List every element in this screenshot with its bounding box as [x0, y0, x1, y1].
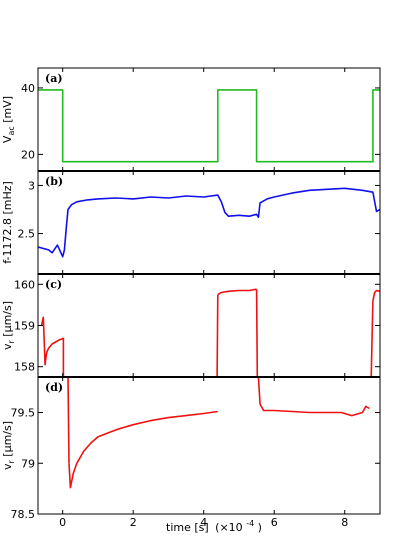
series-line	[38, 89, 380, 163]
x-tick-label: 8	[341, 516, 348, 529]
series-line	[40, 316, 65, 366]
y-tick-label: 40	[21, 82, 35, 95]
series-line	[372, 289, 380, 301]
y-axis-label-main: V	[1, 135, 14, 143]
y-tick-label: 20	[21, 148, 35, 161]
x-tick-label: 0	[59, 516, 66, 529]
series-line	[216, 294, 219, 377]
y-axis-label-sub: r	[7, 340, 16, 344]
y-axis-label-unit: [μm/s]	[1, 421, 14, 460]
y-tick-label: 79.5	[11, 407, 36, 420]
y-tick-label: 159	[14, 320, 35, 333]
x-tick-label: 6	[271, 516, 278, 529]
y-axis-label: Vac [mV]	[1, 96, 16, 143]
y-axis-label: f-1172.8 [mHz]	[1, 181, 14, 264]
y-axis-label-main: v	[1, 463, 14, 470]
panel-1: 20 40 (a) Vac [mV]	[1, 67, 381, 172]
x-axis-label-text: time [s]	[166, 521, 209, 534]
y-axis-label-sub: ac	[7, 126, 16, 135]
x-tick-label: 2	[130, 516, 137, 529]
series-line	[259, 404, 370, 417]
panel-letter: (d)	[45, 381, 63, 394]
x-axis-multiplier-exp: -4	[246, 519, 254, 528]
panel-frame	[37, 67, 381, 172]
panel-letter: (a)	[45, 72, 63, 85]
y-axis-label-unit: [mV]	[1, 96, 14, 126]
y-axis-label: vr [μm/s]	[1, 421, 16, 470]
y-tick-label: 3	[28, 179, 35, 192]
panel-letter: (c)	[45, 278, 62, 291]
y-tick-label: 78.5	[11, 508, 36, 521]
y-tick-label: 79	[21, 457, 35, 470]
panel-frame	[37, 273, 381, 378]
series-line	[38, 187, 380, 258]
series-line	[68, 410, 218, 489]
y-tick-label: 160	[14, 278, 35, 291]
y-axis-label-main: v	[1, 343, 14, 350]
y-axis-label: vr [μm/s]	[1, 301, 16, 350]
x-axis-multiplier: (×10	[215, 521, 243, 534]
series-line	[255, 289, 259, 377]
panel-frame	[37, 170, 381, 275]
y-tick-label: 2.5	[18, 228, 36, 241]
x-axis-label: time [s] (×10 -4 )	[166, 516, 262, 534]
x-tick-label: 4	[200, 516, 207, 529]
panel-4: 78.5 79 79.5 (d) vr [μm/s]	[1, 376, 381, 521]
series-line	[67, 377, 70, 464]
panel-letter: (b)	[45, 175, 63, 188]
y-axis-label-sub: r	[7, 460, 16, 464]
series-line	[217, 288, 257, 296]
series-line	[257, 377, 261, 405]
panel-3: 158 159 160 (c) vr [μm/s]	[1, 273, 381, 378]
x-axis-multiplier-close: )	[258, 521, 262, 534]
panel-2: 2.5 3 (b) f-1172.8 [mHz]	[1, 170, 381, 275]
y-tick-label: 158	[14, 361, 35, 374]
series-line	[370, 300, 374, 377]
y-axis-label-unit: [μm/s]	[1, 301, 14, 340]
